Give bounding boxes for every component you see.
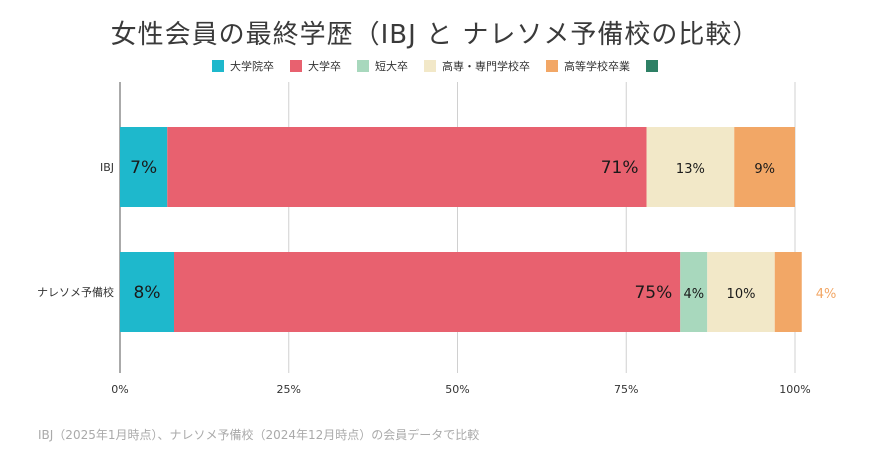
footnote: IBJ（2025年1月時点）、ナレソメ予備校（2024年12月時点）の会員データ… [38,428,480,442]
legend-label: 高専・専門学校卒 [442,60,530,73]
x-tick-label: 100% [779,383,810,396]
legend-item: 高専・専門学校卒 [424,58,530,74]
bar-segment [167,127,647,207]
legend-swatch [357,60,369,72]
data-label: 8% [134,283,161,303]
legend-item: 大学卒 [290,58,341,74]
bar-segment [774,252,802,332]
y-category-label: IBJ [100,161,114,174]
chart-legend: 大学院卒 大学卒 短大卒 高専・専門学校卒 高等学校卒業 [0,58,870,74]
data-label: 13% [676,162,705,177]
data-label: 4% [816,287,837,302]
data-label: 75% [634,283,672,303]
legend-item [646,60,658,72]
legend-swatch [546,60,558,72]
legend-swatch [424,60,436,72]
legend-item: 大学院卒 [212,58,274,74]
data-label: 71% [601,158,639,178]
legend-swatch [212,60,224,72]
bar-segment [120,252,174,332]
legend-label: 大学院卒 [230,60,274,73]
legend-swatch [646,60,658,72]
x-tick-label: 75% [614,383,638,396]
legend-item: 高等学校卒業 [546,58,630,74]
x-tick-label: 50% [445,383,469,396]
data-label: 4% [683,287,704,302]
bar-segment [646,127,735,207]
bar-segment [680,252,708,332]
bar-segment [120,127,168,207]
legend-label: 大学卒 [308,60,341,73]
data-label: 10% [727,287,756,302]
data-label: 7% [130,158,157,178]
chart-title: 女性会員の最終学歴（IBJ と ナレソメ予備校の比較） [110,20,760,50]
bar-segment [707,252,775,332]
legend-label: 高等学校卒業 [564,60,630,73]
bar-segment [734,127,795,207]
data-label: 9% [754,162,775,177]
x-tick-label: 0% [111,383,128,396]
x-tick-label: 25% [277,383,301,396]
legend-item: 短大卒 [357,58,408,74]
bar-segment [174,252,681,332]
legend-label: 短大卒 [375,60,408,73]
legend-swatch [290,60,302,72]
y-category-label: ナレソメ予備校 [37,285,114,299]
